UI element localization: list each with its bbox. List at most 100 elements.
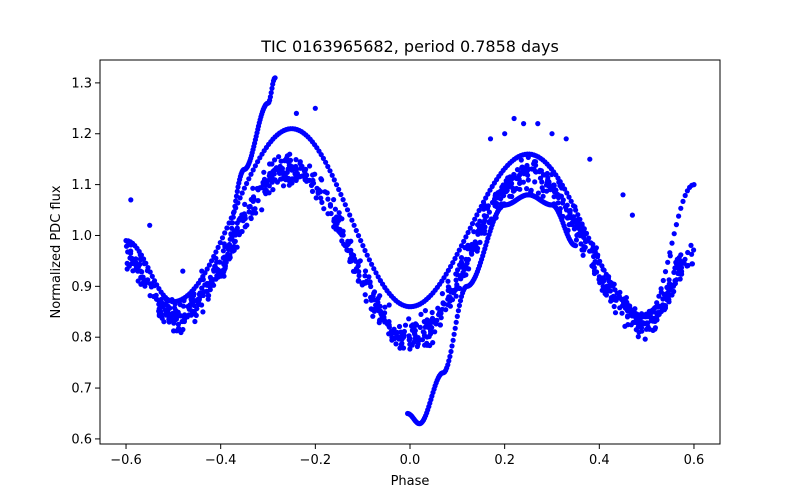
data-point (685, 249, 691, 256)
data-point (660, 277, 666, 284)
data-point (535, 121, 541, 127)
data-point (286, 178, 292, 184)
data-point (138, 252, 144, 258)
data-point (612, 310, 619, 316)
data-point (221, 241, 227, 247)
data-point (226, 246, 232, 253)
data-point (318, 195, 324, 201)
data-point (215, 244, 221, 250)
data-point (559, 182, 566, 188)
data-point (517, 180, 523, 186)
data-point (337, 214, 343, 220)
data-point (149, 273, 155, 279)
data-point (476, 207, 482, 214)
data-point (573, 207, 579, 213)
data-point (367, 279, 373, 285)
data-point (668, 282, 674, 288)
data-point (665, 259, 671, 265)
data-point (457, 285, 463, 291)
data-point (563, 136, 569, 142)
data-point (477, 239, 483, 245)
data-point (376, 320, 382, 326)
data-point (278, 176, 284, 182)
data-point (147, 293, 153, 299)
data-point (472, 216, 478, 222)
data-point (523, 170, 530, 176)
data-point (366, 274, 372, 280)
data-point (159, 314, 165, 320)
data-point (575, 212, 581, 218)
data-point (570, 203, 577, 209)
data-point (382, 304, 388, 310)
data-point (336, 210, 342, 216)
data-point (321, 206, 327, 212)
data-point (242, 224, 248, 230)
data-point (424, 342, 430, 348)
data-point (532, 179, 538, 185)
data-point (400, 330, 406, 336)
data-point (359, 282, 365, 288)
data-point (652, 326, 658, 332)
data-point (635, 334, 641, 340)
data-point (486, 209, 492, 215)
data-point (141, 256, 147, 262)
data-point (373, 307, 379, 313)
data-point (206, 292, 212, 299)
data-point (682, 192, 688, 199)
data-point (501, 187, 507, 193)
data-point (181, 318, 187, 325)
data-point (138, 281, 144, 287)
data-point (455, 267, 461, 273)
data-point (664, 295, 670, 301)
data-point (232, 203, 238, 209)
data-point (298, 165, 304, 171)
data-point (476, 224, 482, 231)
data-point (688, 242, 694, 248)
data-point (475, 245, 481, 251)
data-point (270, 168, 276, 175)
data-point (658, 286, 664, 292)
data-point (324, 190, 330, 196)
data-point (409, 327, 415, 333)
data-point (373, 302, 379, 308)
data-point (193, 312, 199, 318)
y-tick-label: 0.7 (71, 382, 92, 397)
data-point (623, 295, 630, 301)
data-point (453, 319, 459, 325)
data-point (577, 216, 583, 222)
data-point (424, 334, 430, 340)
data-point (293, 167, 299, 173)
data-point (331, 177, 337, 183)
data-point (656, 293, 662, 299)
data-point (180, 326, 186, 333)
data-point (211, 253, 217, 260)
data-point (514, 167, 521, 173)
data-point (207, 274, 213, 280)
data-point (232, 232, 239, 238)
data-point (217, 240, 223, 246)
data-point (594, 254, 601, 260)
data-point (223, 259, 229, 265)
data-point (541, 172, 547, 178)
data-point (207, 284, 213, 290)
data-point (143, 260, 149, 266)
data-point (431, 319, 437, 325)
data-point (478, 203, 484, 209)
data-point (505, 184, 512, 190)
data-point (161, 319, 167, 325)
data-point (673, 222, 680, 228)
data-point (536, 169, 543, 175)
data-point (313, 195, 319, 201)
data-point (466, 266, 472, 272)
data-point (312, 105, 318, 111)
data-point (287, 163, 293, 169)
data-point (287, 157, 294, 163)
data-point (596, 274, 603, 280)
data-point (233, 198, 239, 204)
data-point (420, 329, 426, 335)
data-point (130, 268, 136, 274)
data-point (259, 207, 265, 213)
data-point (678, 258, 684, 264)
data-point (549, 131, 555, 137)
data-point (410, 322, 416, 328)
